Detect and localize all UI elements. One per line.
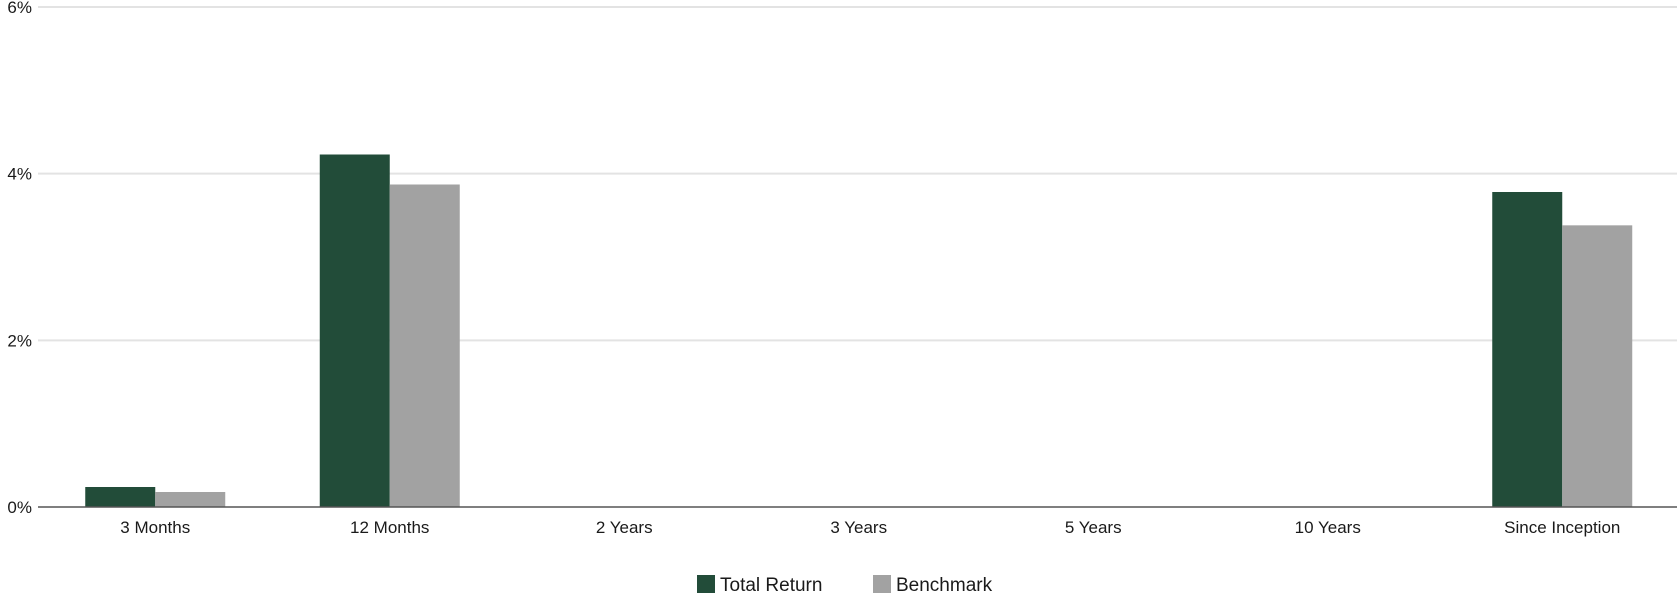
x-tick-label: 12 Months — [350, 518, 429, 537]
legend-label: Total Return — [720, 575, 822, 596]
legend-item-benchmark[interactable]: Benchmark — [873, 575, 993, 596]
bar-benchmark-since-inception[interactable] — [1562, 225, 1633, 508]
legend-item-total-return[interactable]: Total Return — [697, 575, 822, 596]
bar-total-return-12-months[interactable] — [319, 154, 390, 508]
y-tick-label: 0% — [7, 498, 32, 517]
bar-benchmark-12-months[interactable] — [389, 184, 460, 508]
x-tick-label: 3 Months — [120, 518, 190, 537]
legend: Total Return Benchmark — [697, 575, 993, 596]
x-tick-label: 2 Years — [596, 518, 653, 537]
x-tick-label: 10 Years — [1295, 518, 1361, 537]
x-tick-label: 3 Years — [830, 518, 887, 537]
grid-layer — [38, 6, 1677, 342]
y-tick-label: 2% — [7, 331, 32, 350]
y-tick-label: 6% — [7, 0, 32, 17]
x-tick-label: 5 Years — [1065, 518, 1122, 537]
y-tick-label: 4% — [7, 165, 32, 184]
legend-swatch — [873, 575, 891, 593]
bar-total-return-3-months[interactable] — [85, 487, 156, 507]
x-tick-label: Since Inception — [1504, 518, 1620, 537]
y-axis-tick-labels: 0% 2% 4% 6% — [7, 0, 32, 517]
legend-swatch — [697, 575, 715, 593]
bar-total-return-since-inception[interactable] — [1492, 192, 1563, 507]
bar-benchmark-3-months[interactable] — [155, 492, 226, 507]
legend-label: Benchmark — [896, 575, 993, 596]
bars-layer — [85, 154, 1633, 508]
x-axis-tick-labels: 3 Months 12 Months 2 Years 3 Years 5 Years 10… — [120, 518, 1620, 537]
